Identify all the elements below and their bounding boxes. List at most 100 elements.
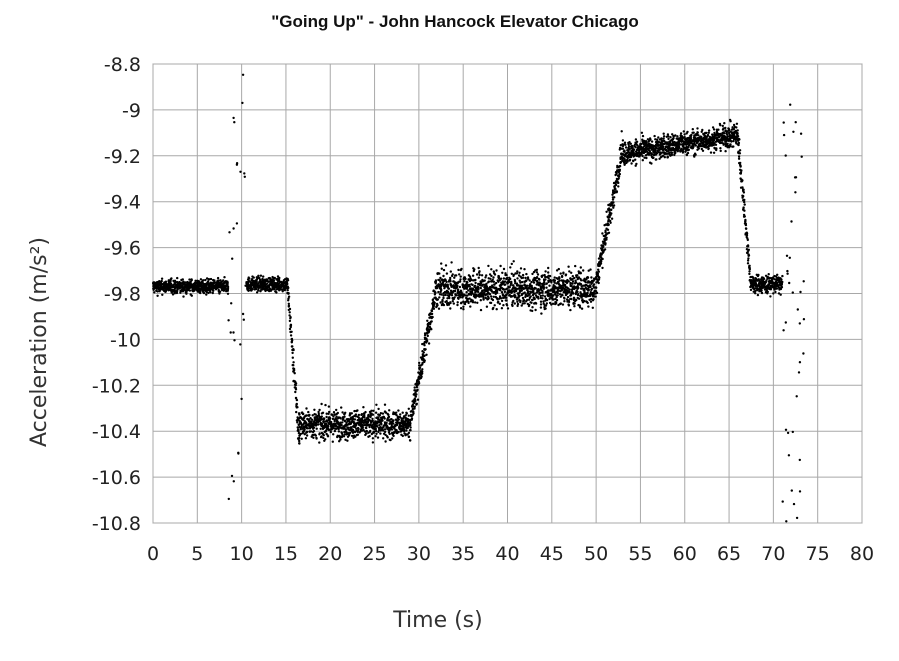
data-point <box>489 293 491 295</box>
data-point <box>592 298 594 300</box>
data-point <box>747 245 749 247</box>
data-point <box>176 289 178 291</box>
data-point <box>799 361 801 363</box>
data-point <box>494 273 496 275</box>
data-point <box>732 145 734 147</box>
data-point <box>601 267 603 269</box>
data-point <box>365 427 367 429</box>
data-point <box>212 292 214 294</box>
data-point <box>563 300 565 302</box>
data-point <box>738 138 740 140</box>
data-point <box>743 210 745 212</box>
data-point <box>388 416 390 418</box>
data-point <box>332 441 334 443</box>
data-point <box>460 268 462 270</box>
data-point <box>576 274 578 276</box>
data-point <box>747 251 749 253</box>
data-point <box>239 171 241 173</box>
data-point <box>652 157 654 159</box>
data-point <box>717 129 719 131</box>
data-point <box>496 297 498 299</box>
data-point <box>683 133 685 135</box>
data-point <box>550 281 552 283</box>
data-point <box>794 191 796 193</box>
data-point <box>430 328 432 330</box>
data-point <box>638 149 640 151</box>
data-point <box>247 290 249 292</box>
data-point <box>419 367 421 369</box>
data-point <box>612 207 614 209</box>
data-point <box>788 282 790 284</box>
data-point <box>736 123 738 125</box>
data-point <box>478 267 480 269</box>
data-point <box>573 305 575 307</box>
data-point <box>384 431 386 433</box>
data-point <box>426 339 428 341</box>
data-point <box>707 134 709 136</box>
data-point <box>715 144 717 146</box>
data-point <box>664 156 666 158</box>
data-point <box>540 312 542 314</box>
data-point <box>417 399 419 401</box>
data-point <box>217 277 219 279</box>
data-point <box>464 278 466 280</box>
data-point <box>598 276 600 278</box>
data-point <box>541 292 543 294</box>
data-point <box>514 279 516 281</box>
data-point <box>239 343 241 345</box>
data-point <box>444 294 446 296</box>
data-point <box>557 292 559 294</box>
data-point <box>409 424 411 426</box>
data-point <box>785 520 787 522</box>
data-point <box>408 432 410 434</box>
x-tick-label: 10 <box>230 543 254 565</box>
x-tick-label: 60 <box>673 543 697 565</box>
data-point <box>368 435 370 437</box>
data-point <box>382 412 384 414</box>
data-point <box>657 136 659 138</box>
data-point <box>451 294 453 296</box>
data-point <box>240 398 242 400</box>
data-point <box>325 416 327 418</box>
data-point <box>535 302 537 304</box>
y-tick-labels: -8.8-9-9.2-9.4-9.6-9.8-10-10.2-10.4-10.6… <box>92 54 141 535</box>
data-point <box>520 267 522 269</box>
data-point <box>544 307 546 309</box>
data-point <box>542 294 544 296</box>
data-point <box>785 429 787 431</box>
data-point <box>459 286 461 288</box>
data-point <box>619 169 621 171</box>
data-point <box>305 437 307 439</box>
data-point <box>313 430 315 432</box>
data-point <box>392 435 394 437</box>
data-point <box>571 283 573 285</box>
data-point <box>439 277 441 279</box>
data-point <box>649 138 651 140</box>
data-point <box>297 430 299 432</box>
data-point <box>525 273 527 275</box>
data-point <box>295 411 297 413</box>
data-point <box>567 266 569 268</box>
data-point <box>278 277 280 279</box>
data-point <box>411 417 413 419</box>
data-point <box>485 274 487 276</box>
data-point <box>509 278 511 280</box>
data-point <box>377 436 379 438</box>
data-point <box>602 251 604 253</box>
data-point <box>516 277 518 279</box>
data-point <box>770 288 772 290</box>
data-point <box>291 352 293 354</box>
data-point <box>395 412 397 414</box>
data-point <box>740 169 742 171</box>
data-point <box>799 322 801 324</box>
data-point <box>717 133 719 135</box>
data-point <box>694 154 696 156</box>
data-point <box>786 270 788 272</box>
data-point <box>739 149 741 151</box>
data-point <box>210 278 212 280</box>
data-point <box>292 357 294 359</box>
data-point <box>724 150 726 152</box>
data-point <box>428 342 430 344</box>
data-point <box>376 425 378 427</box>
data-point <box>559 293 561 295</box>
